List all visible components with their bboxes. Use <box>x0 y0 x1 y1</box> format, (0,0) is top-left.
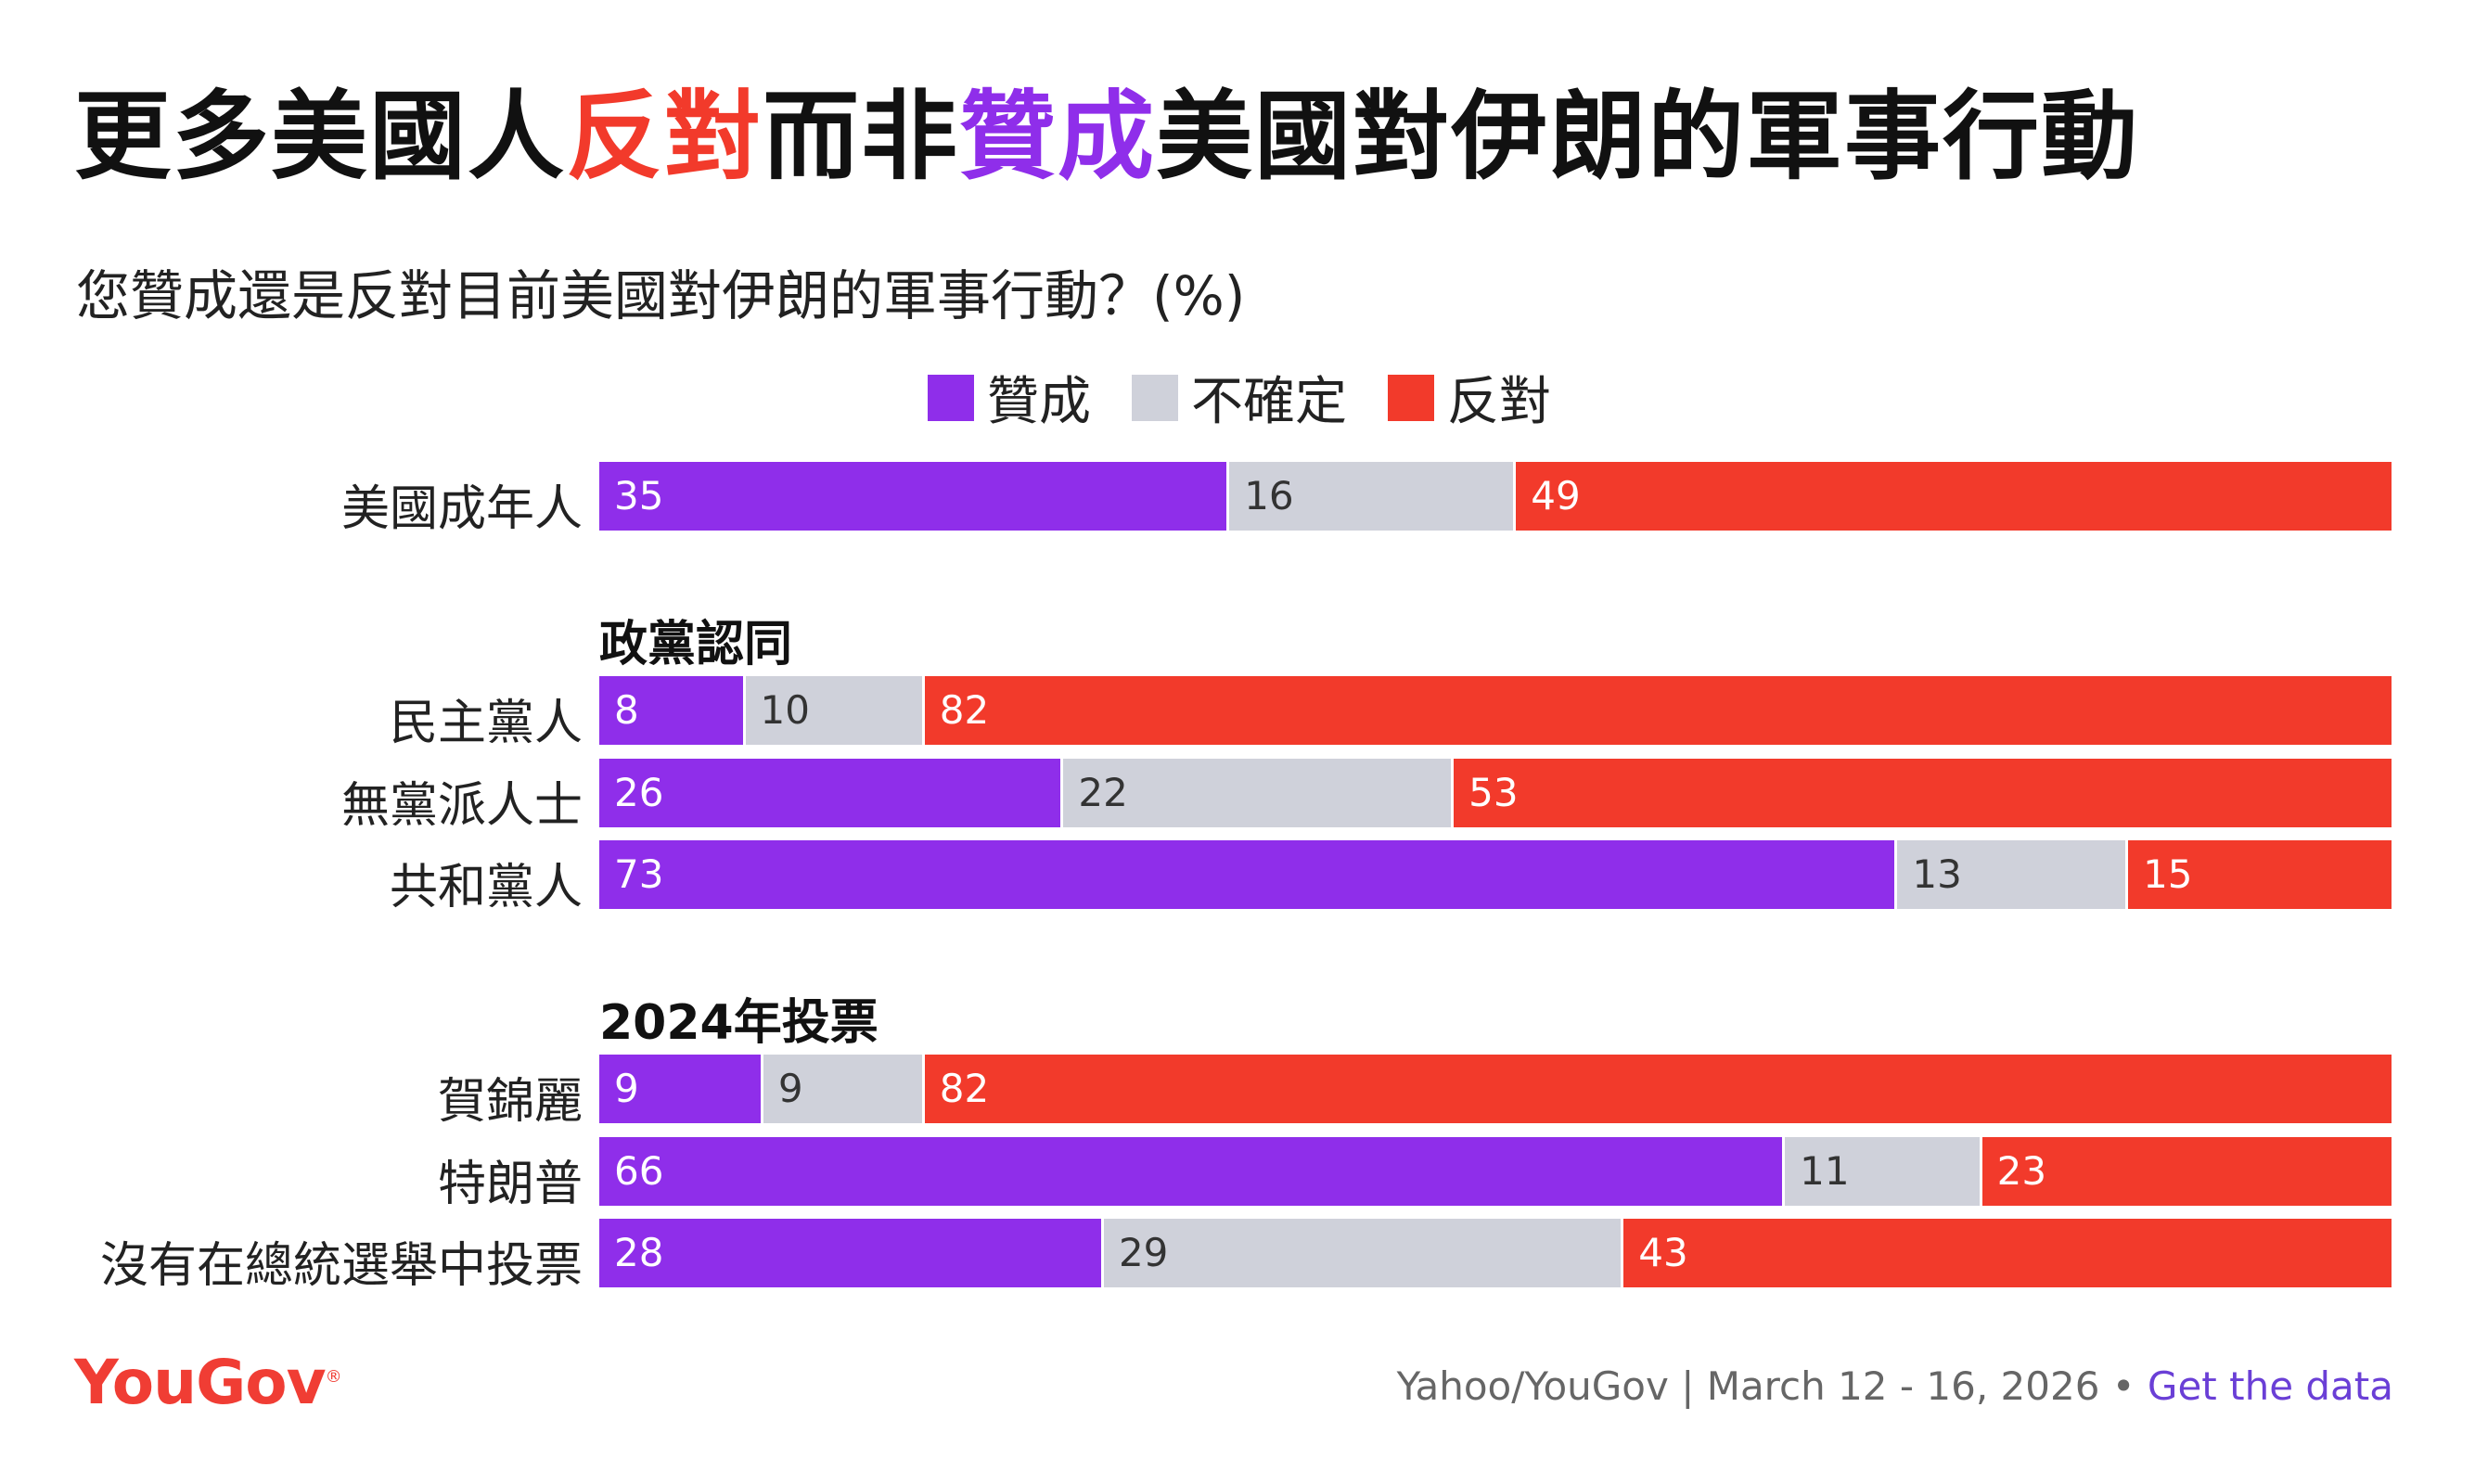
legend-label-oppose: 反對 <box>1447 372 1551 432</box>
bar-category-label: 無黨派人士 <box>340 778 583 834</box>
title-part-3: 美國對伊朗的軍事行動 <box>1156 80 2140 193</box>
data-label: 11 <box>1800 1148 1850 1194</box>
data-label: 49 <box>1531 473 1581 518</box>
title-highlight-oppose: 反對 <box>566 80 763 193</box>
legend-label-support: 贊成 <box>987 372 1091 432</box>
chart-subtitle: 您贊成還是反對目前美國對伊朗的軍事行動？(%) <box>76 264 1246 327</box>
bar-segment-unsure: 29 <box>1100 1219 1622 1287</box>
bar-segment-unsure: 16 <box>1226 462 1514 531</box>
group-heading: 2024年投票 <box>599 995 878 1051</box>
bar-segment-support: 26 <box>599 759 1061 827</box>
bar-category-label: 沒有在總統選舉中投票 <box>99 1238 583 1294</box>
source-footer: Yahoo/YouGov | March 12 - 16, 2026 • Get… <box>1397 1363 2393 1409</box>
legend-item-support: 贊成 <box>928 360 1091 435</box>
bar-segment-support: 66 <box>599 1137 1783 1206</box>
bar-segment-support: 8 <box>599 676 743 745</box>
legend-item-oppose: 反對 <box>1388 360 1551 435</box>
source-text: Yahoo/YouGov | March 12 - 16, 2026 • <box>1396 1363 2148 1409</box>
bar-segment-support: 35 <box>599 462 1227 531</box>
bar-segment-oppose: 49 <box>1513 462 2392 531</box>
data-label: 73 <box>614 851 664 897</box>
logo-text: YouGov <box>74 1347 327 1418</box>
logo-trademark-icon: ® <box>325 1367 342 1387</box>
bar-segment-oppose: 15 <box>2125 840 2392 909</box>
bar-segment-unsure: 10 <box>742 676 922 745</box>
bar-category-label: 美國成年人 <box>340 481 583 537</box>
stacked-bar: 28 29 43 <box>599 1219 2392 1287</box>
title-highlight-support: 贊成 <box>959 80 1157 193</box>
bar-segment-unsure: 11 <box>1782 1137 1980 1206</box>
data-label: 22 <box>1078 770 1128 815</box>
bar-segment-unsure: 22 <box>1060 759 1452 827</box>
stacked-bar: 8 10 82 <box>599 676 2392 745</box>
chart-title: 更多美國人反對而非贊成美國對伊朗的軍事行動 <box>74 80 2140 193</box>
data-label: 66 <box>614 1148 664 1194</box>
data-label: 35 <box>614 473 664 518</box>
data-label: 23 <box>1996 1148 2047 1194</box>
legend-swatch-support <box>928 374 974 421</box>
bar-segment-oppose: 53 <box>1451 759 2392 827</box>
bar-category-label: 民主黨人 <box>389 696 583 751</box>
data-label: 29 <box>1118 1230 1169 1275</box>
data-label: 16 <box>1244 473 1294 518</box>
bar-segment-unsure: 13 <box>1894 840 2126 909</box>
data-label: 9 <box>614 1066 639 1111</box>
stacked-bar: 66 11 23 <box>599 1137 2392 1206</box>
stacked-bar: 73 13 15 <box>599 840 2392 909</box>
yougov-logo: YouGov® <box>74 1347 342 1418</box>
bar-segment-oppose: 43 <box>1621 1219 2392 1287</box>
bar-segment-support: 9 <box>599 1055 761 1123</box>
data-label: 53 <box>1468 770 1519 815</box>
stacked-bar: 35 16 49 <box>599 462 2392 531</box>
bar-category-label: 共和黨人 <box>389 860 583 915</box>
data-label: 10 <box>760 687 810 733</box>
title-part-2: 而非 <box>763 80 960 193</box>
chart-legend: 贊成 不確定 反對 <box>928 360 1551 435</box>
data-label: 15 <box>2143 851 2193 897</box>
data-label: 43 <box>1638 1230 1688 1275</box>
data-label: 26 <box>614 770 664 815</box>
bar-segment-support: 28 <box>599 1219 1101 1287</box>
bar-segment-unsure: 9 <box>760 1055 922 1123</box>
bar-category-label: 特朗普 <box>437 1157 583 1212</box>
legend-swatch-unsure <box>1132 374 1178 421</box>
legend-item-unsure: 不確定 <box>1132 360 1347 435</box>
bar-segment-oppose: 82 <box>921 676 2392 745</box>
bar-segment-oppose: 23 <box>1979 1137 2392 1206</box>
bar-segment-oppose: 82 <box>921 1055 2392 1123</box>
stacked-bar: 9 9 82 <box>599 1055 2392 1123</box>
get-the-data-link[interactable]: Get the data <box>2147 1363 2393 1409</box>
data-label: 82 <box>939 1066 990 1111</box>
group-heading: 政黨認同 <box>599 617 793 672</box>
title-part-1: 更多美國人 <box>74 80 567 193</box>
data-label: 8 <box>614 687 639 733</box>
data-label: 9 <box>777 1066 803 1111</box>
legend-swatch-oppose <box>1388 374 1434 421</box>
bar-segment-support: 73 <box>599 840 1895 909</box>
data-label: 28 <box>614 1230 664 1275</box>
data-label: 13 <box>1912 851 1962 897</box>
bar-category-label: 賀錦麗 <box>437 1074 583 1130</box>
stacked-bar: 26 22 53 <box>599 759 2392 827</box>
data-label: 82 <box>939 687 990 733</box>
legend-label-unsure: 不確定 <box>1191 372 1347 432</box>
